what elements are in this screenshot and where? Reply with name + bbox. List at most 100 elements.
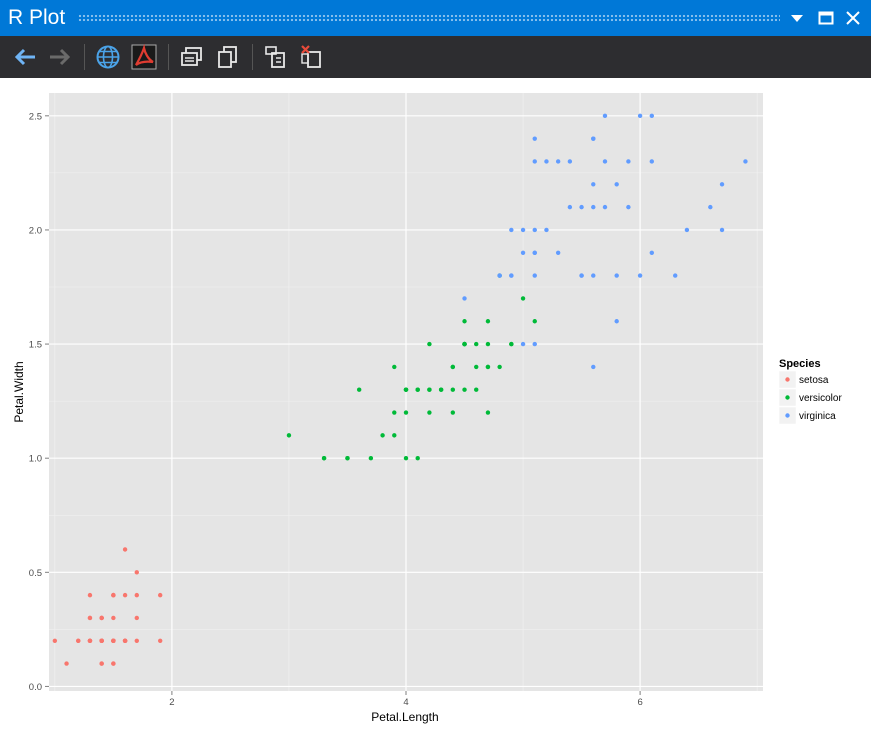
data-point-virginica (532, 341, 537, 347)
data-point-setosa (134, 570, 139, 575)
data-point-virginica (591, 364, 596, 370)
data-point-virginica (591, 136, 596, 141)
data-point-virginica (462, 296, 467, 301)
data-point-setosa (134, 592, 139, 598)
back-arrow-icon[interactable] (10, 41, 42, 73)
export-image-icon[interactable] (260, 41, 292, 73)
data-point-versicolor (415, 387, 420, 392)
toolbar-separator (252, 44, 253, 70)
data-point-virginica (532, 136, 537, 141)
major-gridlines (49, 93, 763, 691)
data-point-virginica (708, 204, 713, 210)
data-point-virginica (673, 273, 678, 278)
data-point-virginica (520, 250, 526, 255)
toolbar-separator (168, 44, 169, 70)
data-point-versicolor (462, 387, 467, 392)
data-point-virginica (743, 159, 748, 164)
data-point-virginica (520, 227, 526, 233)
data-point-versicolor (392, 364, 397, 370)
scatter-plot: 2 4 6 0.0 0.5 1.0 1.5 2.0 2.5 Petal.Length Peta… (12, 93, 842, 724)
data-point-virginica (555, 159, 561, 164)
data-point-virginica (555, 250, 561, 255)
data-point-versicolor (462, 341, 467, 347)
data-point-versicolor (415, 455, 420, 461)
dropdown-arrow-icon[interactable] (786, 6, 808, 30)
data-point-versicolor (427, 341, 432, 347)
data-point-setosa (99, 638, 104, 643)
data-point-versicolor (485, 410, 491, 415)
legend-label-versicolor: versicolor (799, 393, 842, 404)
data-point-versicolor (286, 433, 292, 438)
legend-label-virginica: virginica (799, 411, 836, 422)
globe-icon[interactable] (92, 41, 124, 73)
data-point-setosa (87, 592, 93, 598)
data-point-versicolor (450, 387, 456, 392)
data-point-versicolor (403, 455, 409, 461)
data-point-setosa (64, 661, 69, 666)
data-point-virginica (614, 273, 619, 278)
data-point-setosa (157, 592, 163, 598)
x-tick-label: 6 (637, 697, 642, 708)
data-point-virginica (497, 273, 502, 278)
data-point-virginica (509, 273, 514, 278)
data-point-versicolor (462, 319, 467, 324)
copy-metafile-icon[interactable] (176, 41, 208, 73)
data-point-virginica (591, 182, 596, 187)
maximize-icon[interactable] (815, 6, 837, 30)
data-point-versicolor (497, 364, 502, 370)
data-point-versicolor (380, 433, 385, 438)
data-point-virginica (719, 182, 725, 187)
data-point-virginica (637, 113, 643, 119)
data-point-versicolor (438, 387, 444, 392)
data-point-versicolor (356, 387, 362, 392)
data-point-virginica (567, 204, 573, 210)
data-point-virginica (649, 113, 655, 119)
data-point-setosa (111, 638, 116, 643)
legend-swatch-versicolor (785, 395, 790, 400)
data-point-virginica (637, 273, 643, 278)
y-tick-label: 2.5 (29, 111, 42, 122)
data-points (52, 113, 748, 666)
data-point-setosa (122, 592, 128, 598)
data-point-versicolor (427, 387, 432, 392)
y-axis-title: Petal.Width (12, 361, 26, 422)
data-point-virginica (579, 273, 584, 278)
data-point-setosa (99, 661, 104, 666)
x-axis-ticks: 2 4 6 (169, 691, 643, 708)
legend-swatch-virginica (785, 413, 790, 418)
data-point-virginica (579, 204, 584, 210)
data-point-virginica (602, 204, 608, 210)
data-point-virginica (602, 113, 608, 119)
y-axis-ticks: 0.0 0.5 1.0 1.5 2.0 2.5 (29, 111, 49, 693)
close-icon[interactable] (842, 6, 864, 30)
forward-arrow-icon[interactable] (43, 41, 75, 73)
x-tick-label: 2 (169, 697, 174, 708)
data-point-versicolor (509, 341, 514, 347)
legend-title: Species (779, 358, 821, 370)
data-point-virginica (509, 227, 514, 233)
y-tick-label: 0.0 (29, 682, 42, 693)
data-point-virginica (591, 204, 596, 210)
data-point-setosa (134, 638, 139, 643)
data-point-versicolor (427, 410, 432, 415)
data-point-virginica (614, 182, 619, 187)
data-point-setosa (122, 638, 128, 643)
window-title: R Plot (8, 6, 66, 29)
titlebar-drag-grip[interactable] (78, 14, 780, 22)
clear-plots-icon[interactable] (296, 41, 328, 73)
x-tick-label: 4 (403, 697, 408, 708)
data-point-virginica (544, 159, 549, 164)
data-point-virginica (567, 159, 573, 164)
pdf-icon[interactable] (128, 41, 160, 73)
data-point-versicolor (403, 387, 409, 392)
legend-swatch-setosa (785, 377, 790, 382)
data-point-setosa (157, 638, 163, 643)
data-point-virginica (532, 250, 537, 255)
data-point-virginica (532, 273, 537, 278)
y-tick-label: 1.0 (29, 454, 42, 465)
data-point-virginica (649, 250, 655, 255)
data-point-versicolor (474, 364, 479, 370)
data-point-virginica (626, 159, 631, 164)
y-tick-label: 0.5 (29, 568, 42, 579)
copy-bitmap-icon[interactable] (212, 41, 244, 73)
